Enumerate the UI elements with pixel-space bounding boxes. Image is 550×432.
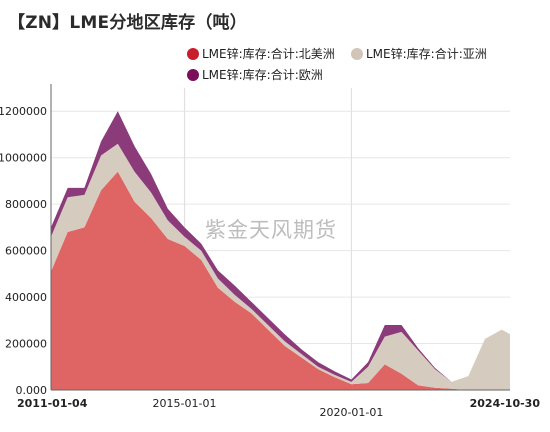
x-tick-label: 2015-01-01 — [153, 397, 217, 410]
legend-label-north-america: LME锌:库存:合计:北美洲 — [202, 47, 335, 61]
y-tick-label: 1000000 — [0, 152, 47, 165]
legend-item-asia[interactable]: LME锌:库存:合计:亚洲 — [351, 45, 487, 62]
y-tick-label: 400000 — [5, 291, 47, 304]
y-tick-label: 600000 — [5, 245, 47, 258]
legend-item-europe[interactable]: LME锌:库存:合计:欧洲 — [187, 66, 323, 83]
y-tick-label: 800000 — [5, 198, 47, 211]
x-tick-label: 2024-10-30 — [470, 397, 541, 410]
legend-swatch-europe — [187, 68, 199, 81]
x-tick-label: 2020-01-01 — [319, 406, 383, 419]
chart-title: 【ZN】LME分地区库存（吨） — [8, 13, 247, 33]
x-tick-label: 2011-01-04 — [17, 397, 88, 410]
series-area-asia — [51, 143, 510, 390]
series-area-north-america — [51, 171, 510, 390]
legend-swatch-asia — [351, 47, 363, 60]
y-tick-label: 1200000 — [0, 105, 47, 118]
y-tick-label: 200000 — [5, 338, 47, 351]
legend-swatch-north-america — [187, 47, 199, 60]
y-tick-label: 0.000 — [16, 384, 48, 397]
legend-label-asia: LME锌:库存:合计:亚洲 — [366, 47, 487, 61]
legend-item-north-america[interactable]: LME锌:库存:合计:北美洲 — [187, 45, 335, 62]
watermark: 紫金天风期货 — [205, 218, 337, 242]
legend-label-europe: LME锌:库存:合计:欧洲 — [202, 68, 323, 82]
